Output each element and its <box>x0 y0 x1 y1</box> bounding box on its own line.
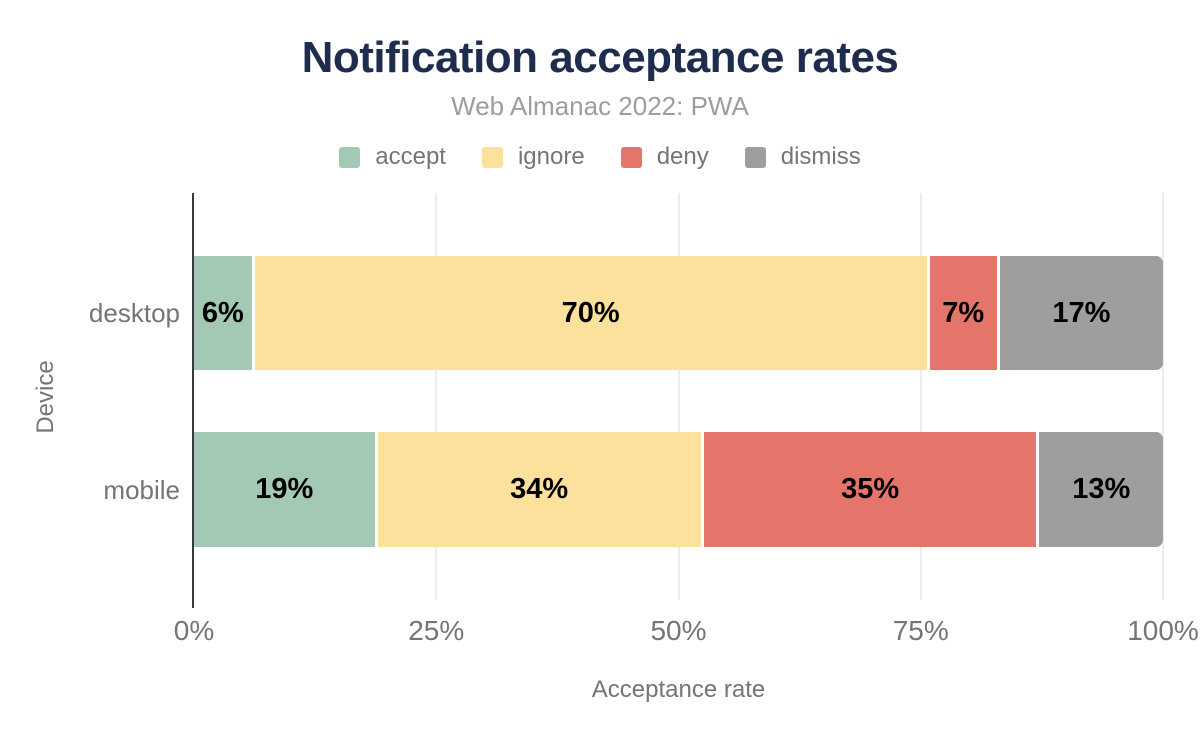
legend-item-accept: accept <box>339 143 446 171</box>
gridline-100 <box>1162 193 1164 600</box>
x-axis-title: Acceptance rate <box>591 676 766 703</box>
plot-area: 6% 70% 7% 17% 19% 34% 35% 13% <box>194 193 1164 600</box>
legend-swatch-accept-icon <box>339 146 361 168</box>
chart-title: Notification acceptance rates <box>301 33 899 82</box>
legend-swatch-deny-icon <box>620 146 642 168</box>
legend-swatch-dismiss-icon <box>744 146 766 168</box>
bar-segment-mobile-dismiss: 13% <box>1039 432 1163 547</box>
legend-label-accept: accept <box>375 143 446 170</box>
x-tick-label-0: 0% <box>173 615 215 646</box>
gridline-50 <box>677 193 680 600</box>
legend-item-ignore: ignore <box>481 143 585 171</box>
x-tick-label-50: 50% <box>650 615 707 646</box>
x-tick-label-100: 100% <box>1127 615 1199 646</box>
legend: accept ignore deny dismiss <box>0 143 1200 171</box>
bar-segment-mobile-deny: 35% <box>703 432 1037 547</box>
x-tick-label-75: 75% <box>892 615 949 646</box>
legend-label-deny: deny <box>656 143 709 170</box>
bar-segment-desktop-dismiss: 17% <box>999 256 1163 370</box>
bar-segment-mobile-ignore: 34% <box>377 432 701 547</box>
y-axis-title: Device <box>32 360 59 434</box>
gridline-25 <box>435 193 438 600</box>
legend-label-ignore: ignore <box>517 143 585 170</box>
bar-segment-desktop-ignore: 70% <box>254 256 927 370</box>
y-category-label-mobile: mobile <box>103 474 180 505</box>
legend-item-dismiss: dismiss <box>744 143 861 171</box>
legend-label-dismiss: dismiss <box>780 143 861 170</box>
chart-subtitle: Web Almanac 2022: PWA <box>451 91 749 121</box>
gridline-75 <box>919 193 922 600</box>
bar-mobile: 19% 34% 35% 13% <box>194 432 1163 547</box>
bar-segment-desktop-accept: 6% <box>194 256 252 370</box>
y-category-label-desktop: desktop <box>88 298 180 328</box>
bar-segment-desktop-deny: 7% <box>929 256 997 370</box>
legend-swatch-ignore-icon <box>481 146 503 168</box>
bar-segment-mobile-accept: 19% <box>194 432 375 547</box>
y-axis-line <box>192 193 194 608</box>
legend-item-deny: deny <box>620 143 709 171</box>
bar-desktop: 6% 70% 7% 17% <box>194 256 1163 370</box>
x-tick-label-25: 25% <box>408 615 465 646</box>
